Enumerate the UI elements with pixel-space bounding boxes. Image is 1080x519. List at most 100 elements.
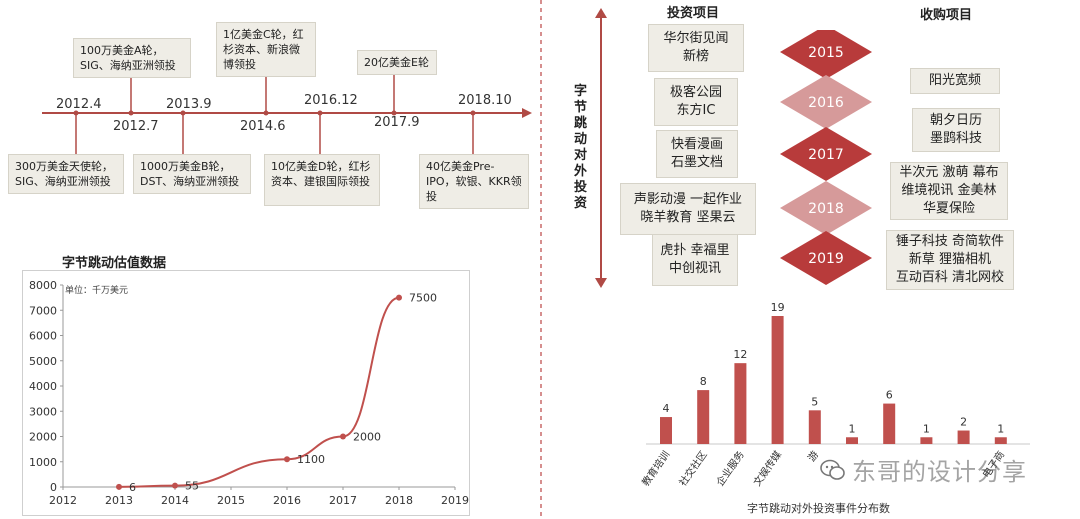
invest-column-header: 投资项目 [667, 6, 720, 21]
bar-data-label: 19 [771, 301, 785, 314]
acquire-item: 阳光宽频 [928, 73, 981, 88]
bar-category-label: 文娱传媒 [750, 448, 784, 488]
valuation-plot: 单位：千万美元 0 1000 2000 3000 4000 5000 6000 7000 800… [29, 279, 469, 507]
year-diamond [780, 30, 872, 79]
timeline-year: 2012.7 [113, 119, 159, 134]
invest-item: 新榜 [682, 49, 709, 64]
acquire-item: 新草 狸猫相机 [908, 252, 992, 267]
valuation-point [396, 294, 402, 301]
timeline-event-box: 1000万美金B轮，DST、海纳亚洲领投 [133, 154, 251, 194]
year-label: 2019 [808, 251, 844, 267]
bar [808, 410, 821, 444]
timeline-year: 2018.10 [458, 93, 512, 108]
x-tick-label: 2016 [273, 494, 301, 507]
invest-item-box: 极客公园 东方IC [654, 78, 738, 126]
y-tick-label: 7000 [29, 304, 57, 317]
valuation-chart: 单位：千万美元 0 1000 2000 3000 4000 5000 6000 7000 800… [22, 270, 470, 516]
invest-item: 晓羊教育 坚果云 [640, 210, 736, 225]
bar-data-label: 1 [997, 422, 1004, 435]
valuation-point [340, 433, 346, 440]
timeline-year: 2016.12 [304, 93, 358, 108]
bar-category-label: 教育培训 [639, 448, 673, 488]
valuation-data-label: 2000 [353, 431, 381, 444]
acquire-item: 互动百科 清北网校 [895, 270, 1005, 285]
year-diamond [780, 75, 872, 129]
x-tick-label: 2018 [385, 494, 413, 507]
bar [660, 417, 672, 444]
year-diamond [780, 181, 872, 235]
funding-timeline: 2012.4 300万美金天使轮，SIG、海纳亚洲领投 2012.7 100万美金A轮… [0, 0, 540, 220]
year-label: 2015 [808, 45, 844, 61]
bar-category-label: 企业服务 [713, 448, 747, 488]
bar-category-label: 游 [805, 448, 821, 464]
y-tick-label: 8000 [29, 279, 57, 292]
invest-item-box: 快看漫画 石墨文档 [656, 130, 738, 178]
acquire-item: 锤子科技 奇简软件 [895, 234, 1005, 249]
acquire-item-box: 半次元 激萌 幕布 维境视讯 金美林 华夏保险 [890, 162, 1008, 220]
valuation-data-label: 55 [185, 480, 199, 493]
year-diamond [780, 231, 872, 285]
timeline-node [128, 110, 134, 116]
invest-item-box: 虎扑 幸福里 中创视讯 [652, 234, 738, 286]
timeline-event-box: 40亿美金Pre-IPO，软银、KKR领投 [419, 154, 529, 209]
invest-item: 华尔街见闻 [663, 31, 729, 46]
timeline-year: 2017.9 [374, 115, 420, 130]
y-tick-label: 4000 [29, 380, 57, 393]
year-label: 2017 [808, 147, 844, 163]
timeline-year: 2012.4 [56, 97, 102, 112]
timeline-event-box: 1亿美金C轮，红杉资本、新浪微博领投 [216, 22, 316, 77]
year-diamond [780, 127, 872, 181]
bar-data-label: 6 [886, 389, 893, 402]
bar [920, 437, 933, 444]
valuation-data-label: 7500 [409, 292, 437, 305]
timeline-event-box: 20亿美金E轮 [357, 50, 437, 75]
bar-data-label: 5 [811, 395, 818, 408]
acquire-item: 维境视讯 金美林 [901, 183, 997, 198]
invest-item: 极客公园 [669, 85, 722, 100]
invest-item: 石墨文档 [670, 155, 723, 170]
distribution-chart-title: 字节跳动对外投资事件分布数 [747, 502, 890, 515]
timeline-year: 2013.9 [166, 97, 212, 112]
section-divider [540, 0, 542, 518]
y-tick-label: 0 [50, 481, 57, 494]
valuation-chart-title: 字节跳动估值数据 [62, 256, 167, 271]
year-diamonds: 2015 2016 2017 2018 2019 [780, 30, 872, 285]
investment-panel: 字节跳动对外投资 投资项目 收购项目 华尔街见闻新榜极客公园 东方IC 阳光宽频快看… [560, 0, 1080, 300]
bar-data-label: 2 [960, 416, 967, 429]
acquire-column-header: 收购项目 [920, 8, 973, 23]
y-tick-label: 5000 [29, 355, 57, 368]
x-tick-label: 2019 [441, 494, 469, 507]
bar [883, 403, 896, 444]
valuation-point [172, 482, 178, 489]
bar-data-label: 1 [923, 422, 930, 435]
timeline-node [317, 110, 323, 116]
bar [734, 363, 747, 444]
watermark-text: 东哥的设计分享 [852, 458, 1027, 486]
vertical-arrow [595, 8, 607, 288]
wechat-icon [820, 459, 845, 480]
bar [697, 390, 710, 444]
timeline-year: 2014.6 [240, 119, 286, 134]
watermark: 东哥的设计分享 [820, 452, 1027, 487]
invest-item: 快看漫画 [670, 137, 723, 152]
valuation-data-label: 1100 [297, 453, 325, 466]
y-tick-label: 1000 [29, 456, 57, 469]
acquire-item: 半次元 激萌 幕布 [899, 165, 999, 180]
unit-label: 单位：千万美元 [65, 284, 128, 296]
timeline-node [180, 110, 186, 116]
year-label: 2016 [808, 95, 844, 111]
acquire-item: 华夏保险 [922, 201, 975, 216]
timeline-axis [42, 74, 532, 154]
year-label: 2018 [808, 201, 844, 217]
invest-item-box: 声影动漫 一起作业 晓羊教育 坚果云 [620, 183, 756, 235]
vertical-label: 字节跳动对外投资 [574, 84, 588, 211]
bar-data-label: 8 [700, 375, 707, 388]
bar [994, 437, 1007, 444]
x-tick-label: 2013 [105, 494, 133, 507]
acquire-item-box: 锤子科技 奇简软件 新草 狸猫相机 互动百科 清北网校 [886, 230, 1014, 290]
timeline-node [73, 110, 79, 116]
acquire-item-box: 朝夕日历 墨鹍科技 [912, 108, 1000, 152]
acquire-item-box: 阳光宽频 [910, 68, 1000, 94]
bar-data-label: 4 [663, 402, 670, 415]
